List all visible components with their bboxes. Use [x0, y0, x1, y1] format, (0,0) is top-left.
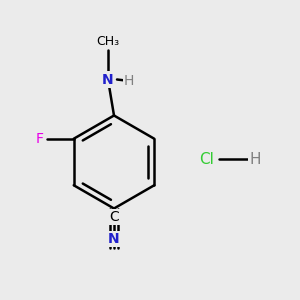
Text: C: C	[109, 210, 119, 224]
Text: Cl: Cl	[200, 152, 214, 166]
Text: CH₃: CH₃	[96, 35, 120, 48]
Text: H: H	[249, 152, 261, 166]
Text: H: H	[124, 74, 134, 88]
Text: F: F	[36, 132, 44, 146]
Text: N: N	[102, 73, 114, 86]
Text: N: N	[108, 232, 120, 246]
